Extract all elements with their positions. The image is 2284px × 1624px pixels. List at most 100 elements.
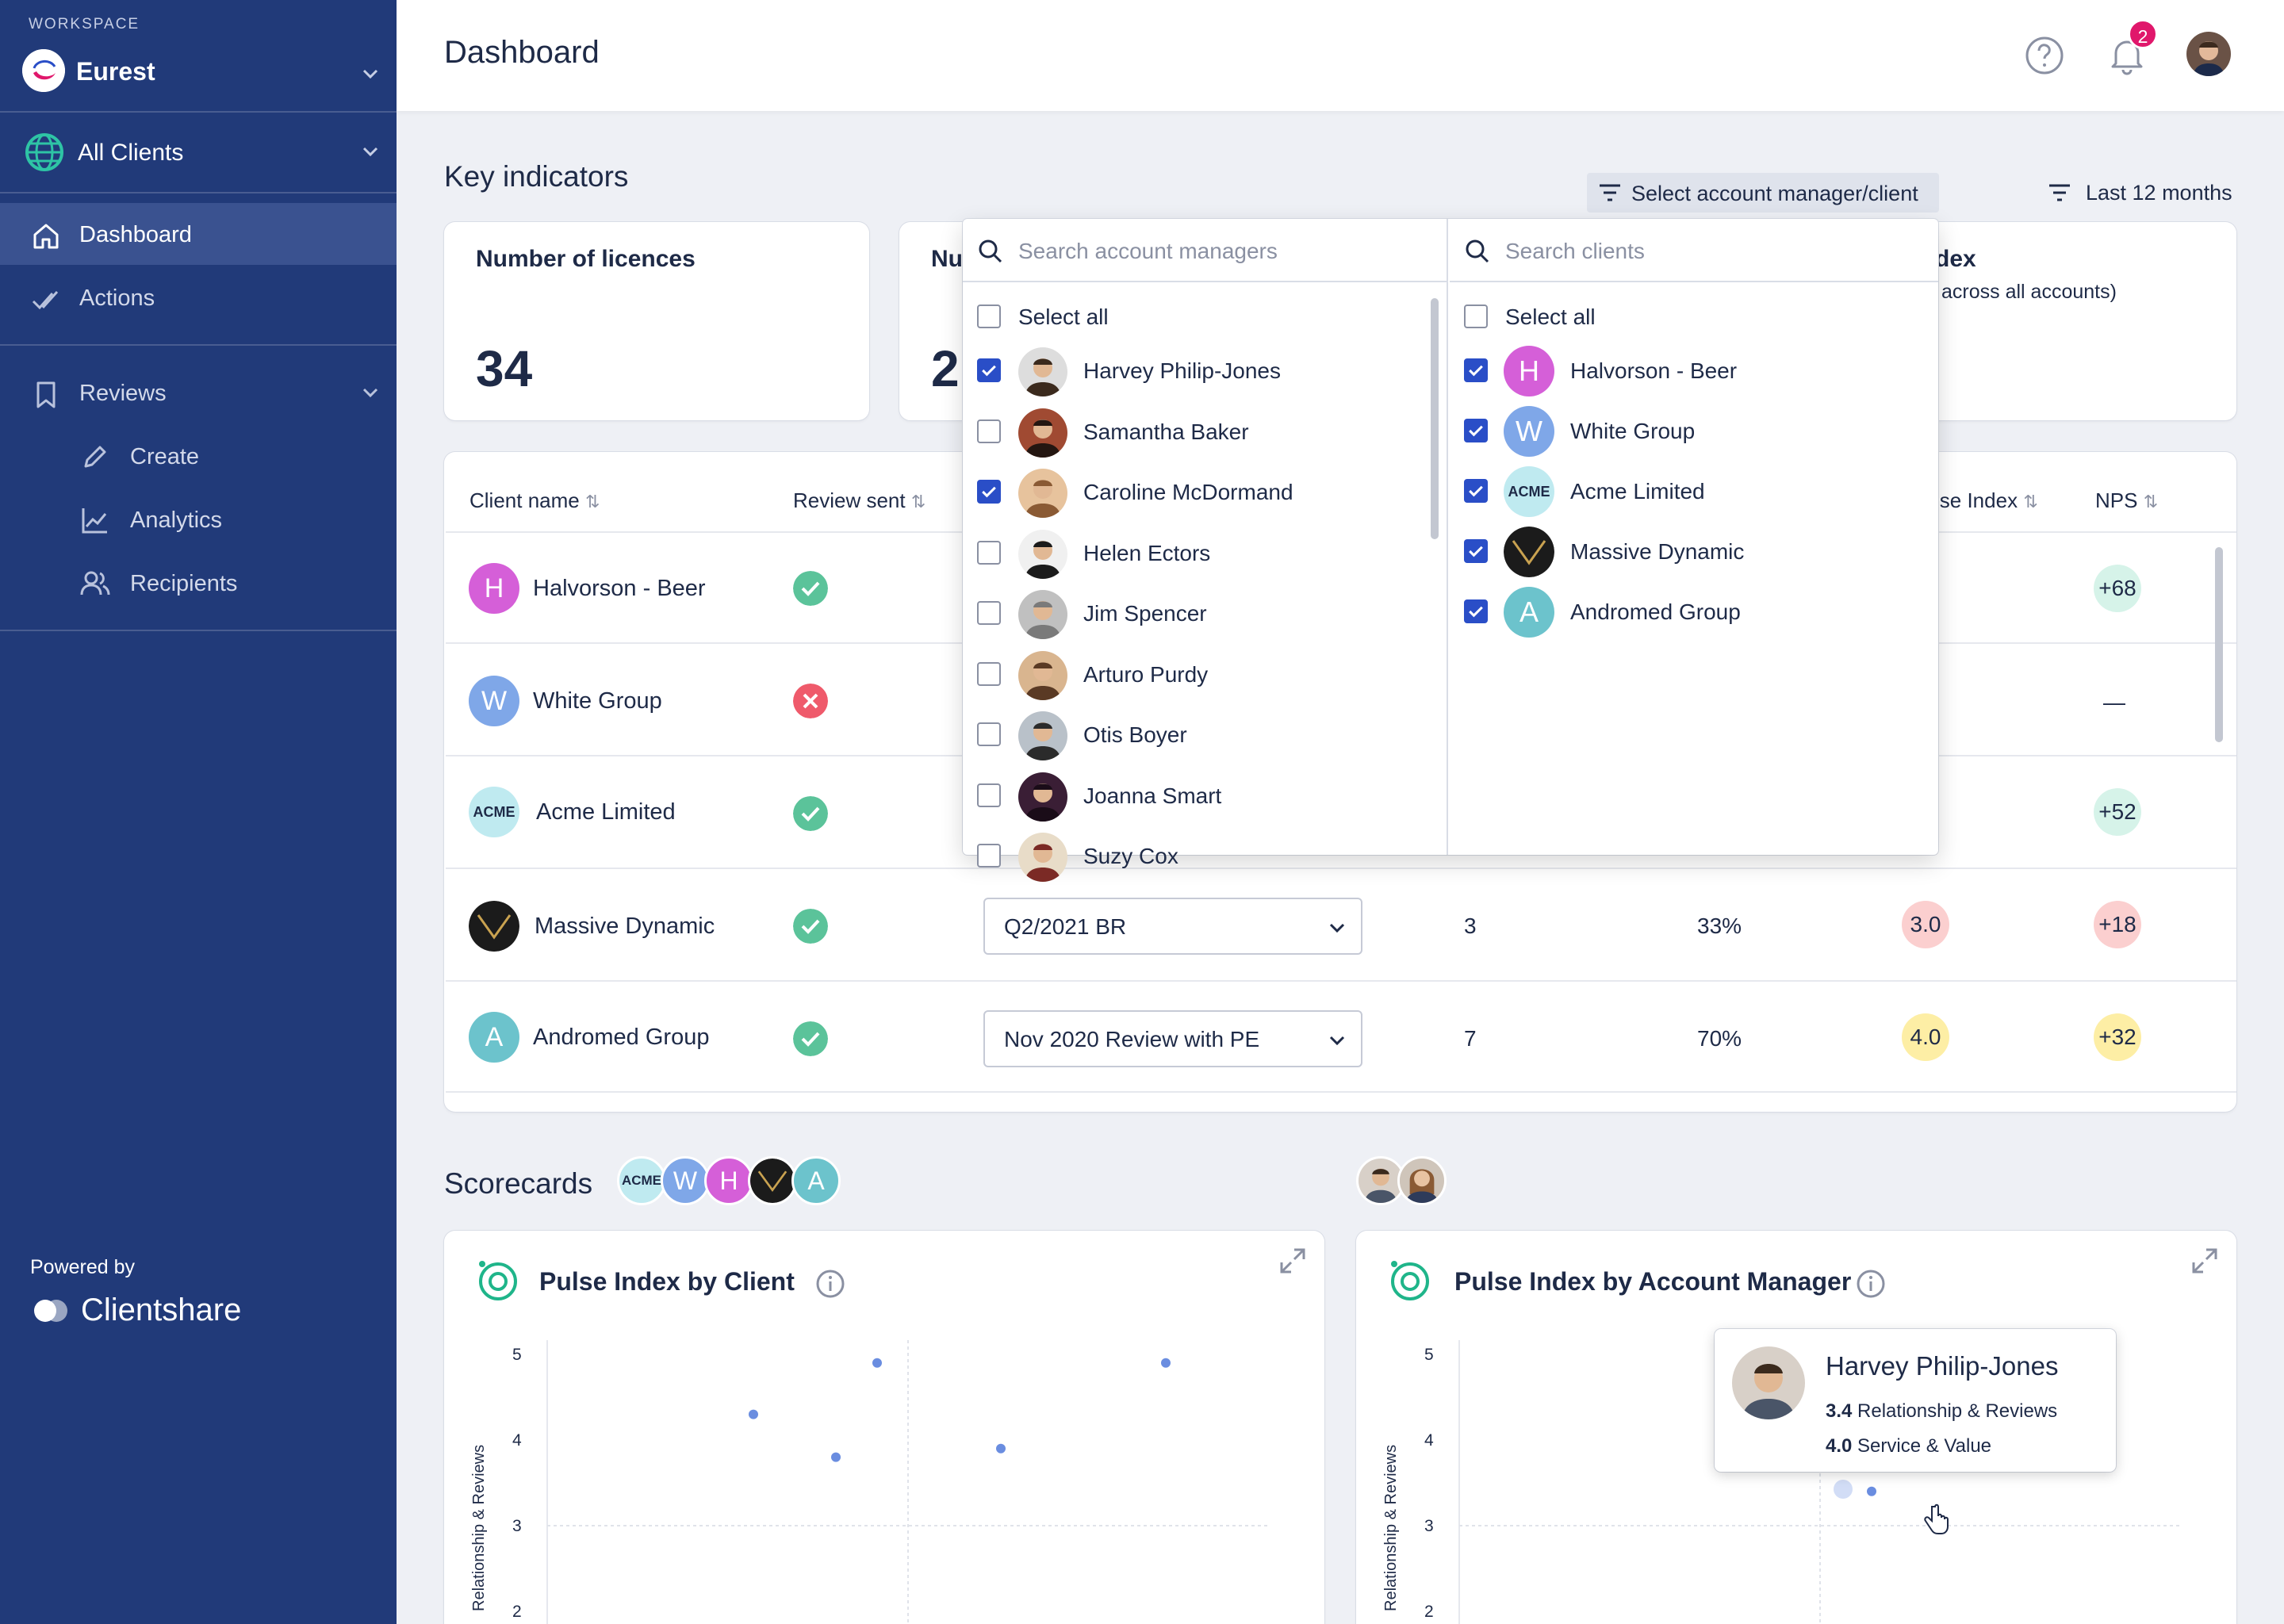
manager-option[interactable]: Harvey Philip-Jones — [963, 343, 1447, 398]
nav-reviews[interactable]: Reviews — [0, 362, 397, 423]
manager-option[interactable]: Samantha Baker — [963, 404, 1447, 459]
client-name[interactable]: Acme Limited — [536, 799, 676, 825]
scatter-point[interactable] — [996, 1443, 1006, 1454]
checkbox[interactable] — [977, 480, 1001, 504]
nav-recipients[interactable]: Recipients — [0, 553, 397, 612]
info-icon[interactable] — [815, 1269, 845, 1299]
help-icon[interactable] — [2022, 33, 2067, 78]
search-clients-input[interactable]: Search clients — [1450, 219, 1938, 282]
search-icon — [979, 239, 1002, 263]
nav-dashboard[interactable]: Dashboard — [0, 203, 397, 265]
checkbox[interactable] — [1464, 599, 1488, 623]
workspace-selector[interactable]: Eurest — [0, 41, 397, 111]
table-scrollbar[interactable] — [2215, 547, 2223, 742]
nps-value: — — [2103, 690, 2125, 714]
checkbox[interactable] — [977, 601, 1001, 625]
user-avatar[interactable] — [2186, 32, 2231, 76]
scatter-point[interactable] — [1161, 1358, 1171, 1368]
nav-actions[interactable]: Actions — [0, 266, 397, 328]
y-tick-label: 5 — [1424, 1346, 1434, 1364]
nps-pill: +52 — [2094, 788, 2141, 836]
info-icon[interactable] — [1856, 1269, 1886, 1299]
manager-avatar — [1018, 772, 1067, 822]
client-name[interactable]: White Group — [533, 688, 662, 714]
chevron-down-icon[interactable] — [358, 140, 382, 163]
checkbox[interactable] — [1464, 479, 1488, 503]
client-name[interactable]: Halvorson - Beer — [533, 576, 706, 601]
review-select[interactable]: Nov 2020 Review with PE — [983, 1010, 1362, 1067]
manager-avatar[interactable] — [1397, 1156, 1447, 1205]
scatter-point[interactable] — [872, 1358, 882, 1368]
expand-icon[interactable] — [2190, 1247, 2219, 1275]
client-option[interactable]: W White Group — [1450, 403, 1938, 458]
client-name[interactable]: Massive Dynamic — [535, 914, 715, 939]
checkbox[interactable] — [1464, 358, 1488, 382]
search-account-managers-input[interactable]: Search account managers — [963, 219, 1447, 282]
select-all-managers[interactable]: Select all — [963, 289, 1447, 344]
checkbox[interactable] — [977, 419, 1001, 443]
checkbox[interactable] — [977, 661, 1001, 686]
column-header-review-sent[interactable]: Review sent ⇅ — [793, 488, 925, 513]
manager-option[interactable]: Suzy Cox — [963, 828, 1447, 883]
manager-avatar — [1018, 833, 1067, 882]
checkbox[interactable] — [1464, 419, 1488, 442]
check-icon — [982, 486, 996, 498]
clients-selector[interactable]: All Clients — [0, 114, 397, 190]
manager-option[interactable]: Caroline McDormand — [963, 464, 1447, 519]
scatter-point[interactable] — [749, 1409, 758, 1419]
nps-pill: +18 — [2094, 901, 2141, 948]
filter-icon[interactable] — [2048, 182, 2071, 203]
scatter-point[interactable] — [831, 1452, 841, 1462]
manager-option[interactable]: Otis Boyer — [963, 707, 1447, 762]
y-tick-label: 2 — [512, 1603, 522, 1621]
notification-badge: 2 — [2128, 19, 2158, 49]
manager-option[interactable]: Joanna Smart — [963, 768, 1447, 823]
client-name[interactable]: Andromed Group — [533, 1025, 710, 1050]
period-button[interactable]: Last 12 months — [2086, 181, 2232, 205]
client-option[interactable]: ACME Acme Limited — [1450, 463, 1938, 519]
select-all-clients[interactable]: Select all — [1450, 289, 1938, 344]
checkbox[interactable] — [977, 304, 1001, 328]
nav-create[interactable]: Create — [0, 427, 397, 485]
manager-option[interactable]: Helen Ectors — [963, 525, 1447, 580]
review-select[interactable]: Q2/2021 BR — [983, 898, 1362, 955]
nav-dashboard-label: Dashboard — [79, 222, 192, 247]
chevron-down-icon[interactable] — [358, 381, 382, 404]
checkbox[interactable] — [977, 783, 1001, 807]
chevron-down-icon — [1329, 923, 1345, 933]
checkbox[interactable] — [977, 358, 1001, 382]
column-header-nps[interactable]: NPS ⇅ — [2095, 488, 2158, 513]
select-all-label: Select all — [1505, 304, 1596, 329]
dropdown-scrollbar[interactable] — [1431, 298, 1439, 539]
column-header-client[interactable]: Client name ⇅ — [469, 488, 600, 513]
nav-analytics[interactable]: Analytics — [0, 490, 397, 549]
client-option[interactable]: H Halvorson - Beer — [1450, 343, 1938, 398]
bookmark-icon — [36, 381, 56, 408]
select-account-manager-button[interactable]: Select account manager/client — [1587, 173, 1939, 213]
search-placeholder: Search account managers — [1018, 239, 1278, 263]
checkbox[interactable] — [977, 722, 1001, 746]
divider — [0, 630, 397, 631]
clients-column: Search clients Select all H Halvorson - … — [1450, 219, 1938, 855]
massive-dynamic-logo-icon — [748, 1156, 797, 1205]
manager-option[interactable]: Arturo Purdy — [963, 646, 1447, 702]
check-circle-icon — [793, 571, 828, 606]
manager-name: Jim Spencer — [1083, 601, 1207, 626]
checkbox[interactable] — [1464, 539, 1488, 563]
column-header-pulse[interactable]: lse Index ⇅ — [1935, 488, 2038, 513]
expand-icon[interactable] — [1278, 1247, 1307, 1275]
client-avatar: W — [1504, 406, 1554, 457]
checkbox[interactable] — [977, 540, 1001, 565]
client-option[interactable]: Massive Dynamic — [1450, 523, 1938, 579]
scatter-point[interactable] — [1867, 1486, 1876, 1496]
checkbox[interactable] — [1464, 304, 1488, 328]
target-icon — [1391, 1261, 1429, 1300]
checkbox[interactable] — [977, 844, 1001, 868]
manager-option[interactable]: Jim Spencer — [963, 585, 1447, 641]
client-option[interactable]: A Andromed Group — [1450, 584, 1938, 639]
column-header-label: NPS — [2095, 488, 2138, 512]
chevron-down-icon[interactable] — [358, 62, 382, 86]
clients-filter-label: All Clients — [78, 140, 184, 166]
clientshare-logo[interactable]: Clientshare — [33, 1291, 287, 1331]
client-avatar: A — [1504, 587, 1554, 638]
